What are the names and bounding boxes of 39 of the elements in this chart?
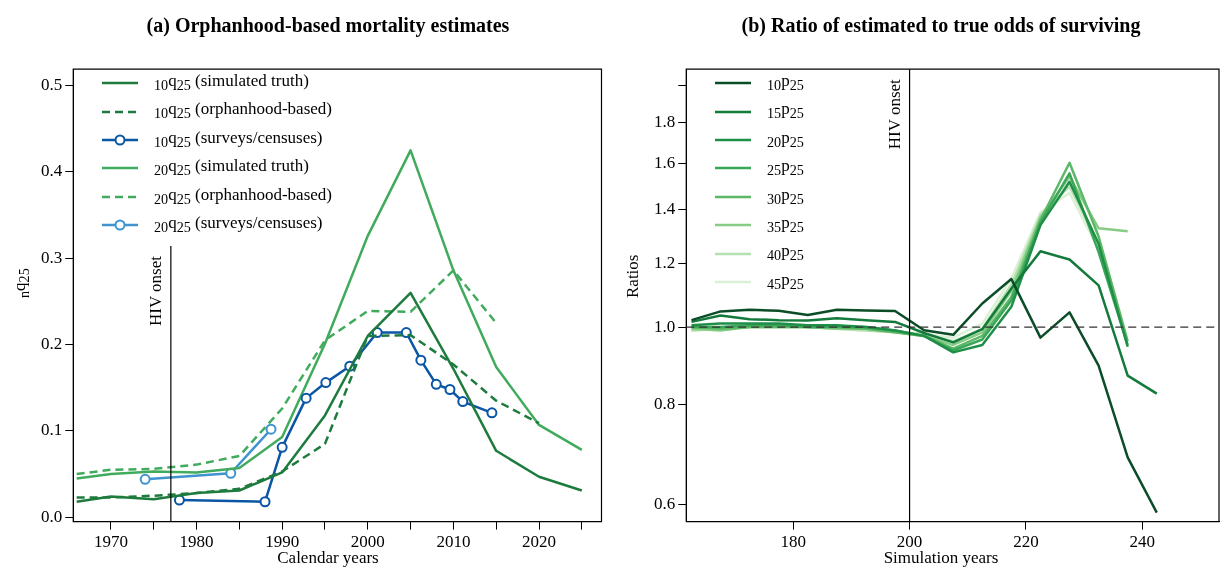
y-tick-label: 0.1 xyxy=(41,420,63,440)
y-tick-label: 1.2 xyxy=(654,253,676,273)
legend-label: $_{35}$p$_{25}$ xyxy=(767,211,804,238)
x-tick-label: 1970 xyxy=(93,532,128,552)
chart-title: (b) Ratio of estimated to true odds of surviving xyxy=(740,14,1142,37)
legend-label: $_{20}$q$_{25}$ (orphanhood-based) xyxy=(154,183,332,209)
ref-line-label: HIV onset xyxy=(884,78,904,150)
x-tick-label: 2020 xyxy=(522,532,556,552)
ref-line-label: HIV onset xyxy=(145,255,165,327)
x-tick-label: 220 xyxy=(1013,532,1039,552)
legend-label: $_{25}$p$_{25}$ xyxy=(767,155,804,181)
y-axis-title: Ratios xyxy=(623,254,642,298)
y-tick-label: 0.6 xyxy=(654,494,676,514)
y-tick-label: 0.5 xyxy=(41,75,63,95)
legend-label: $_{30}$p$_{25}$ xyxy=(767,183,804,209)
y-tick-label: 0.8 xyxy=(654,394,676,414)
x-tick-label: 240 xyxy=(1129,532,1155,552)
y-tick-label: 1.0 xyxy=(654,316,676,336)
legend-label: $_{10}$q$_{25}$ (surveys/censuses) xyxy=(154,126,323,153)
y-tick-label: 0.0 xyxy=(41,506,63,526)
y-tick-label: 0.4 xyxy=(41,161,63,181)
legend-label: $_{20}$q$_{25}$ (simulated truth) xyxy=(154,155,309,181)
legend-label: $_{15}$p$_{25}$ xyxy=(767,98,804,124)
chart-title: (a) Orphanhood-based mortality estimates xyxy=(145,14,511,37)
x-tick-label: 2010 xyxy=(436,532,471,552)
y-tick-label: 1.8 xyxy=(654,111,676,131)
y-tick-label: 1.4 xyxy=(654,199,676,219)
legend-label: $_{10}$q$_{25}$ (simulated truth) xyxy=(154,70,309,96)
x-tick-label: 1980 xyxy=(179,532,214,552)
legend-label: $_{20}$p$_{25}$ xyxy=(767,126,804,153)
legend-label: $_{45}$p$_{25}$ xyxy=(767,268,804,295)
y-tick-label: 1.6 xyxy=(654,152,676,172)
legend-label: $_{40}$p$_{25}$ xyxy=(767,240,804,266)
legend-label: $_{10}$p$_{25}$ xyxy=(767,70,804,96)
y-tick-label: 0.2 xyxy=(41,334,63,354)
legend-label: $_{10}$q$_{25}$ (orphanhood-based) xyxy=(154,98,332,124)
legend-label: $_{20}$q$_{25}$ (surveys/censuses) xyxy=(154,211,323,238)
x-tick-label: 180 xyxy=(780,532,807,552)
y-tick-label: 0.3 xyxy=(41,247,63,267)
